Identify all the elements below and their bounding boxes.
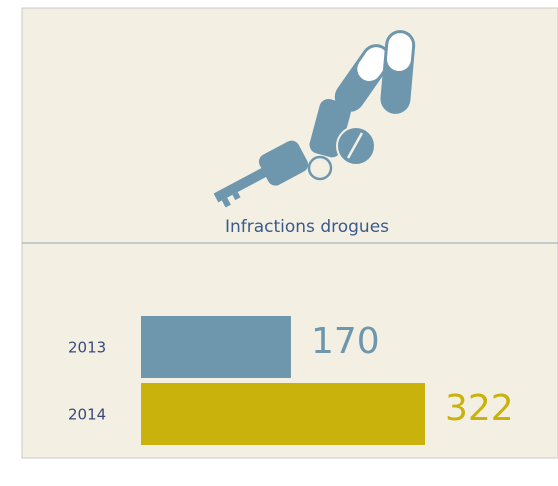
bar	[141, 383, 425, 445]
chart-title: Infractions drogues	[225, 217, 389, 237]
value-label: 322	[445, 388, 514, 429]
value-label: 170	[311, 321, 380, 362]
category-label: 2014	[68, 406, 106, 424]
bar	[141, 316, 291, 378]
drug-keys-icon	[213, 30, 416, 208]
category-label: 2013	[68, 339, 106, 357]
